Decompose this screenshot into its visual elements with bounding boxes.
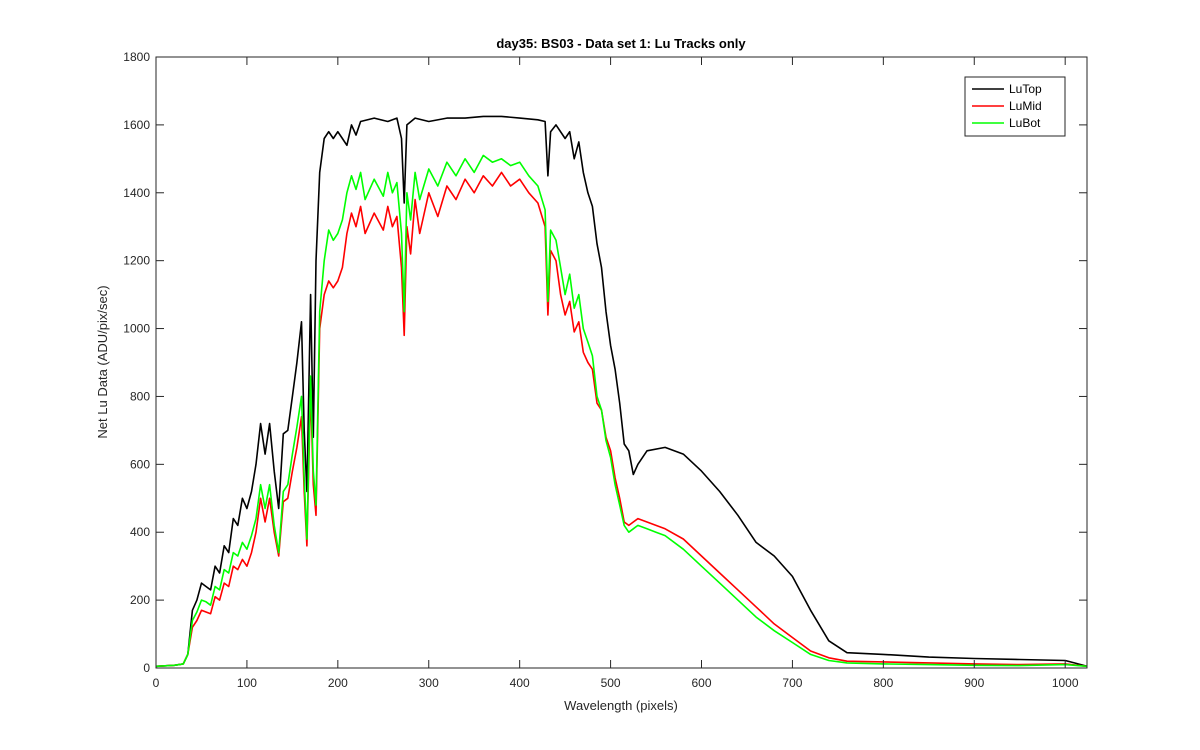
y-tick-label: 1600 bbox=[123, 118, 150, 132]
y-tick-label: 0 bbox=[143, 661, 150, 675]
y-tick-label: 200 bbox=[130, 593, 150, 607]
y-tick-label: 1000 bbox=[123, 322, 150, 336]
x-tick-label: 100 bbox=[237, 676, 257, 690]
x-tick-label: 500 bbox=[601, 676, 621, 690]
y-tick-label: 1200 bbox=[123, 254, 150, 268]
chart-title: day35: BS03 - Data set 1: Lu Tracks only bbox=[496, 36, 746, 51]
x-tick-label: 900 bbox=[964, 676, 984, 690]
x-tick-label: 300 bbox=[419, 676, 439, 690]
legend-label-LuTop: LuTop bbox=[1009, 82, 1042, 96]
legend-label-LuMid: LuMid bbox=[1009, 99, 1042, 113]
series-line-LuBot bbox=[155, 154, 1088, 668]
y-tick-label: 800 bbox=[130, 389, 150, 403]
y-tick-label: 400 bbox=[130, 525, 150, 539]
x-tick-label: 600 bbox=[691, 676, 711, 690]
axes-box bbox=[155, 56, 1088, 669]
legend: LuTop LuMid LuBot bbox=[964, 76, 1066, 137]
legend-label-LuBot: LuBot bbox=[1009, 116, 1041, 130]
x-tick-label: 700 bbox=[782, 676, 802, 690]
x-axis-label: Wavelength (pixels) bbox=[564, 698, 678, 713]
x-tick-label: 400 bbox=[510, 676, 530, 690]
y-tick-label: 600 bbox=[130, 457, 150, 471]
x-tick-label: 0 bbox=[153, 676, 160, 690]
x-tick-label: 800 bbox=[873, 676, 893, 690]
x-axis: 0 100 200 300 400 500 600 700 800 900 1000 bbox=[153, 57, 1079, 690]
y-axis-label: Net Lu Data (ADU/pix/sec) bbox=[95, 285, 110, 438]
y-tick-label: 1400 bbox=[123, 186, 150, 200]
series-layer bbox=[155, 115, 1088, 668]
series-line-LuTop bbox=[155, 115, 1088, 668]
x-tick-label: 1000 bbox=[1052, 676, 1079, 690]
series-line-LuMid bbox=[155, 171, 1088, 668]
y-tick-label: 1800 bbox=[123, 50, 150, 64]
y-axis: 0 200 400 600 800 1000 1200 1400 1600 1800 bbox=[123, 50, 1087, 675]
x-tick-label: 200 bbox=[328, 676, 348, 690]
plot-area bbox=[156, 57, 1087, 668]
